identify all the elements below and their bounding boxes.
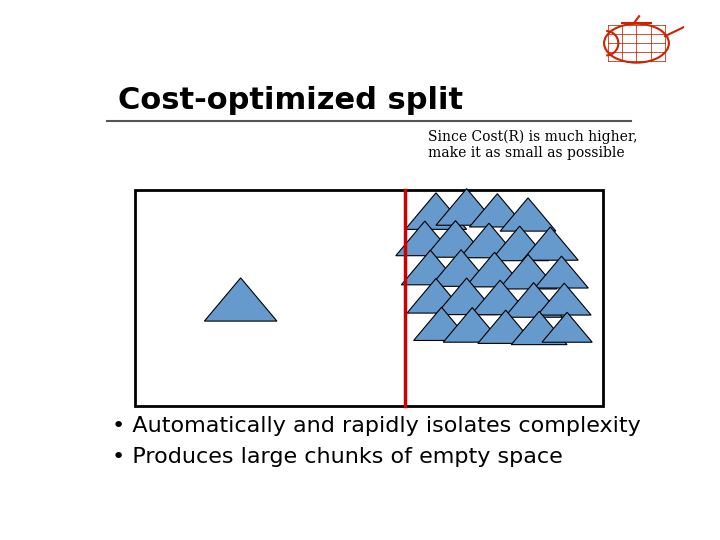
Polygon shape [407,279,465,313]
Polygon shape [466,252,523,287]
Polygon shape [460,223,518,258]
Polygon shape [401,250,459,285]
Polygon shape [511,312,567,345]
Polygon shape [538,283,591,315]
Polygon shape [542,312,593,342]
Polygon shape [490,226,549,261]
Polygon shape [500,198,556,231]
Polygon shape [431,249,492,286]
Polygon shape [425,221,486,257]
Polygon shape [413,307,469,341]
Polygon shape [535,256,588,288]
Bar [135,190,603,406]
Text: Since Cost(R) is much higher,
make it as small as possible: Since Cost(R) is much higher, make it as… [428,129,637,160]
Text: • Automatically and rapidly isolates complexity: • Automatically and rapidly isolates com… [112,416,641,436]
Text: • Produces large chunks of empty space: • Produces large chunks of empty space [112,447,563,467]
Polygon shape [469,194,526,227]
Polygon shape [204,278,277,321]
Polygon shape [444,308,501,342]
Polygon shape [436,188,498,225]
Polygon shape [523,227,578,260]
Polygon shape [499,254,557,289]
Polygon shape [505,282,562,317]
Polygon shape [396,221,454,256]
Polygon shape [436,278,498,315]
Polygon shape [405,193,467,230]
Text: Cost-optimized split: Cost-optimized split [118,85,463,114]
Polygon shape [471,280,529,315]
Polygon shape [478,310,534,343]
